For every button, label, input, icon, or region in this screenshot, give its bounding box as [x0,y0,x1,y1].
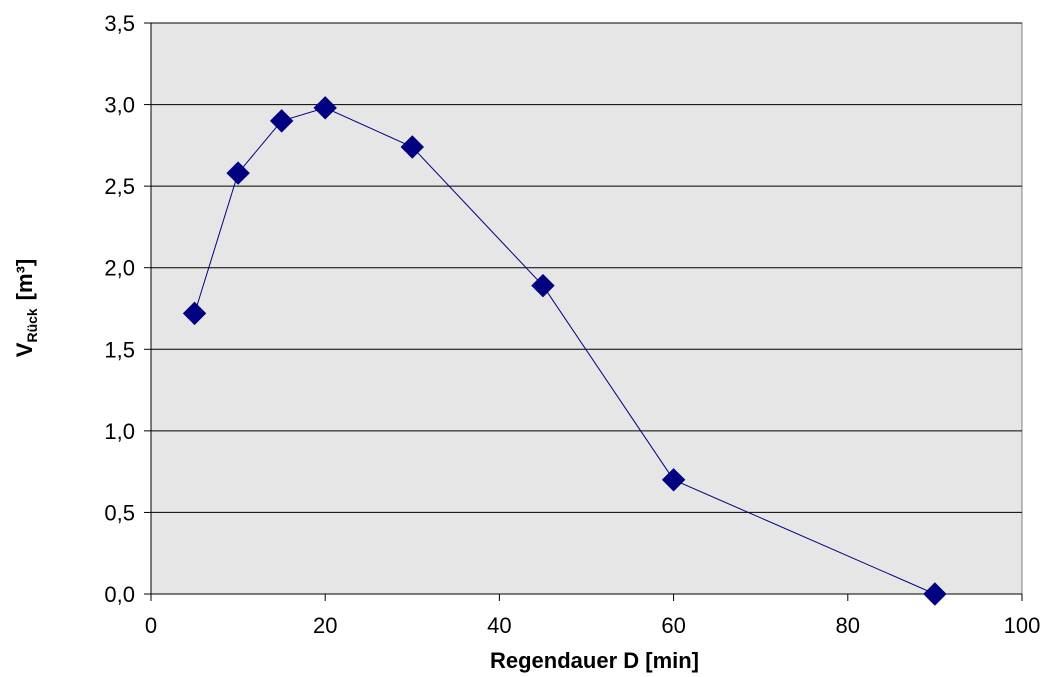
gridlines [151,22,1022,513]
y-tick-label: 1,0 [104,419,135,444]
data-point-marker [313,96,337,120]
x-tick-label: 40 [487,613,511,638]
series-line [194,107,936,595]
y-axis-title-unit: [m³] [12,259,37,301]
y-tick-label: 0,0 [104,582,135,607]
y-tick-label: 1,5 [104,337,135,362]
y-axis-title: VRück [m³] [12,259,40,357]
x-tick-label: 60 [661,613,685,638]
y-tick-label: 0,5 [104,500,135,525]
plot-area [150,22,1023,595]
x-tick-label: 100 [1004,613,1041,638]
y-tick-label: 2,0 [104,256,135,281]
y-tick-label: 3,5 [104,11,135,36]
x-tick-label: 80 [836,613,860,638]
data-point-marker [182,301,207,326]
data-point-marker [661,468,686,492]
y-tick-label: 3,0 [104,93,135,118]
data-point-marker [400,135,425,159]
y-axis-title-subscript: Rück [24,308,40,342]
y-tick-label: 2,5 [104,174,135,199]
data-point-marker [923,582,947,606]
x-tick-label: 0 [145,613,157,638]
axes [144,22,1023,601]
x-tick-label: 20 [313,613,337,638]
data-point-marker [226,161,250,185]
tick-labels: 0,0 0,5 1,0 1,5 2,0 2,5 3,0 3,5 0 20 40 60 80 100 [104,11,1040,638]
data-point-marker [269,109,294,133]
series [182,96,947,606]
y-axis-title-main: V [12,342,37,357]
data-point-marker [531,273,555,298]
x-axis-title: Regendauer D [min] [490,648,699,673]
